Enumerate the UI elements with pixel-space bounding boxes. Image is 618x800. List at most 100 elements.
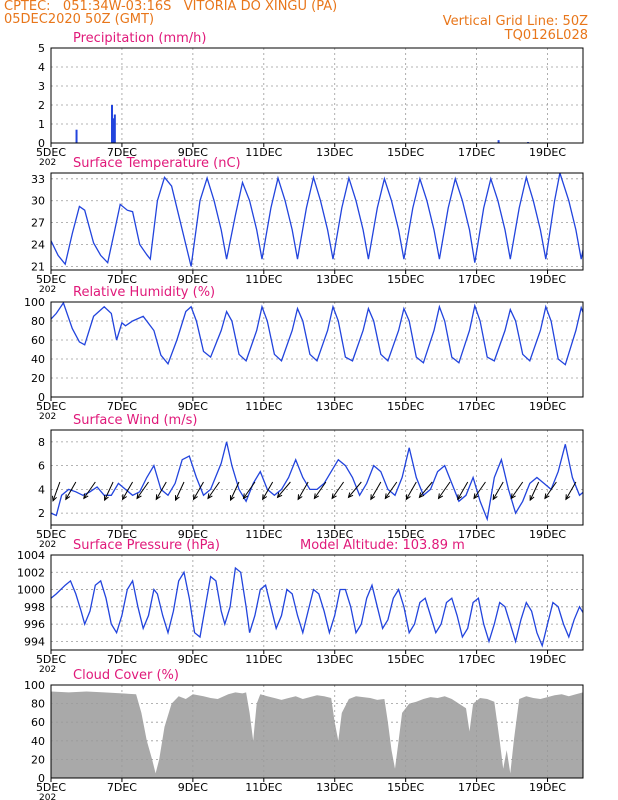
- x-tick-label-wind: 15DEC: [387, 528, 424, 541]
- panel-rh: 0 20 40 60 80 100 5DEC 7DEC 9DEC 11DEC 13DEC 15DEC 1…: [24, 285, 584, 422]
- x-tick-label-temp: 11DEC: [245, 273, 282, 286]
- x-tick-label-cloud: 11DEC: [245, 781, 282, 794]
- x-tick-label-rh: 17DEC: [458, 400, 495, 413]
- x-tick-label-temp: 5DEC: [36, 273, 66, 286]
- y-tick-label-precip: 4: [38, 61, 45, 74]
- x-tick-label-pres: 7DEC: [107, 653, 137, 666]
- panel-title-cloud: Cloud Cover (%): [73, 668, 179, 683]
- panel-subtitle-pres: Model Altitude: 103.89 m: [300, 538, 465, 553]
- panel-frame-cloud: [50, 684, 584, 779]
- panel-title-precip: Precipitation (mm/h): [73, 31, 206, 46]
- x-tick-label-pres: 15DEC: [387, 653, 424, 666]
- x-tick-label-rh: 15DEC: [387, 400, 424, 413]
- panel-frame-wind: [50, 429, 584, 526]
- pres-series-line: [51, 566, 583, 648]
- x-tick-label-wind: 7DEC: [107, 528, 137, 541]
- wind-arrow-head: [565, 494, 571, 501]
- wind-arrow-head: [544, 493, 550, 500]
- panel-temp: 21 24 27 30 33 5DEC 7DEC 9DEC 11DEC 13DEC 15DEC 17D…: [31, 156, 584, 295]
- x-tick-label-rh: 9DEC: [178, 400, 208, 413]
- wind-arrow: [348, 481, 362, 498]
- y-tick-label-wind: 2: [38, 507, 45, 520]
- wind-arrow-head: [492, 494, 498, 501]
- x-tick-label-pres: 17DEC: [458, 653, 495, 666]
- x-tick-label-cloud: 5DEC: [36, 781, 66, 794]
- y-tick-label-wind: 8: [38, 436, 45, 449]
- y-tick-label-rh: 20: [31, 372, 45, 385]
- precip-bar: [75, 129, 78, 143]
- y-tick-label-temp: 33: [31, 173, 45, 186]
- wind-arrow-head: [437, 493, 444, 500]
- x-tick-label-wind: 5DEC: [36, 528, 66, 541]
- wind-arrow: [243, 481, 256, 499]
- y-tick-label-precip: 5: [38, 42, 45, 55]
- panel-frame-pres: [50, 554, 584, 651]
- x-tick-label-wind: 19DEC: [529, 528, 566, 541]
- wind-arrow-head: [473, 493, 479, 500]
- x-tick-label-wind: 13DEC: [316, 528, 353, 541]
- x-tick-label-temp: 13DEC: [316, 273, 353, 286]
- panel-title-temp: Surface Temperature (nC): [73, 156, 241, 171]
- x-tick-label-precip: 19DEC: [529, 146, 566, 159]
- wind-arrow-head: [297, 494, 303, 501]
- x-tick-label-rh: 5DEC: [36, 400, 66, 413]
- x-tick-label-rh: 19DEC: [529, 400, 566, 413]
- x-tick-label-wind: 9DEC: [178, 528, 208, 541]
- x-tick-label-cloud: 7DEC: [107, 781, 137, 794]
- precip-bar: [113, 114, 116, 143]
- panel-wind: 2 4 6 8 5DEC 7DEC 9DEC 11DEC 13DEC 15DEC 17DEC 19DE…: [36, 413, 584, 550]
- wind-arrow: [297, 481, 309, 500]
- wind-arrow: [104, 481, 114, 501]
- y-tick-label-cloud: 100: [24, 679, 45, 692]
- x-tick-label-pres: 5DEC: [36, 653, 66, 666]
- y-tick-label-precip: 2: [38, 99, 45, 112]
- wind-arrow-head: [370, 494, 376, 501]
- x-year-label-rh: 202: [39, 412, 56, 422]
- wind-arrow: [277, 481, 291, 498]
- wind-arrow: [155, 481, 167, 500]
- x-year-label-pres: 202: [39, 665, 56, 675]
- panel-title-rh: Relative Humidity (%): [73, 285, 215, 300]
- wind-arrow-head: [207, 493, 213, 500]
- x-tick-label-temp: 17DEC: [458, 273, 495, 286]
- header-station: CPTEC: 051:34W-03:16S VITORIA DO XINGU (…: [4, 0, 338, 14]
- x-tick-label-precip: 9DEC: [178, 146, 208, 159]
- x-tick-label-rh: 13DEC: [316, 400, 353, 413]
- wind-arrow: [175, 481, 185, 501]
- y-tick-label-cloud: 80: [31, 698, 45, 711]
- wind-arrow: [510, 481, 524, 499]
- wind-arrow-head: [276, 492, 283, 499]
- wind-arrow-head: [510, 493, 516, 500]
- y-tick-label-rh: 0: [38, 391, 45, 404]
- y-tick-label-pres: 1000: [17, 584, 45, 597]
- y-tick-label-cloud: 20: [31, 753, 45, 766]
- wind-arrow: [419, 481, 433, 498]
- panel-frame-temp: [50, 172, 584, 271]
- y-tick-label-temp: 30: [31, 195, 45, 208]
- x-tick-label-temp: 7DEC: [107, 273, 137, 286]
- cloud-cover-area: [51, 691, 583, 778]
- wind-arrow-head: [347, 492, 354, 499]
- rh-series-line: [51, 302, 583, 366]
- wind-arrow: [438, 481, 451, 499]
- y-tick-label-rh: 80: [31, 315, 45, 328]
- wind-arrow: [193, 481, 204, 500]
- wind-arrow: [384, 481, 398, 499]
- header-grid-note: Vertical Grid Line: 50Z: [442, 14, 588, 29]
- wind-arrow: [136, 481, 149, 499]
- x-tick-label-temp: 15DEC: [387, 273, 424, 286]
- x-tick-label-cloud: 13DEC: [316, 781, 353, 794]
- x-year-label-wind: 202: [39, 540, 56, 550]
- wind-arrow-head: [262, 494, 268, 501]
- wind-arrow: [230, 481, 240, 501]
- y-tick-label-temp: 21: [31, 260, 45, 273]
- wind-arrow: [492, 481, 504, 500]
- wind-arrow: [457, 481, 469, 500]
- wind-arrow: [565, 481, 577, 500]
- wind-arrow-head: [418, 492, 425, 499]
- wind-arrow-head: [457, 494, 463, 501]
- wind-arrow-head: [331, 493, 337, 500]
- panel-cloud: 0 20 40 60 80 100 5DEC 7DEC 9DEC 11DEC 13DEC 15DEC 1…: [24, 668, 584, 800]
- wind-arrow: [370, 481, 382, 500]
